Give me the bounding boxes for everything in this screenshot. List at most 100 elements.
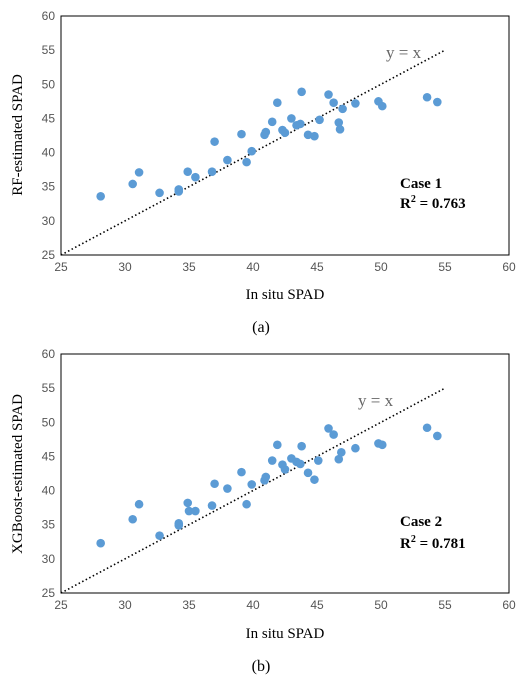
panel-a-data-point [134, 168, 144, 177]
panel-a-data-point [296, 119, 305, 129]
panel-b-y-axis-title: XGBoost-estimated SPAD [10, 394, 26, 554]
panel-a-data-point [310, 131, 319, 141]
panel-a-x-tick-label: 25 [54, 260, 68, 274]
panel-a-data-point [247, 146, 257, 156]
panel-b-x-ticks: 25 30 35 40 45 50 55 60 [54, 598, 516, 612]
panel-a-reference-label: y = x [386, 43, 422, 62]
panel-b-data-point [351, 443, 360, 453]
panel-a-x-tick-label: 50 [374, 260, 388, 274]
panel-a-data-point [210, 137, 219, 146]
panel-a-x-tick-label: 45 [310, 260, 324, 274]
panel-a-data-point [377, 101, 387, 111]
panel-a-data-point [334, 118, 344, 127]
panel-b-data-point [296, 459, 305, 469]
panel-b-r2-label: R2 = 0.781 [400, 534, 466, 552]
panel-a-y-tick-label: 30 [42, 214, 56, 228]
panel-a-x-tick-label: 35 [182, 260, 196, 274]
panel-b-reference-line [60, 387, 446, 594]
panel-b-plot-frame [60, 353, 510, 594]
panel-b-data-point [242, 499, 251, 509]
panel-a-y-tick-label: 55 [42, 43, 56, 57]
panel-b-x-tick-label: 50 [374, 598, 388, 612]
panel-a-y-tick-label: 60 [42, 9, 56, 23]
panel-a-data-point [329, 98, 338, 108]
panel-b-data-point [334, 454, 344, 464]
panel-a-reference-line [60, 49, 446, 256]
panel-b-x-tick-label: 25 [54, 598, 68, 612]
panel-a-data-point [324, 90, 333, 99]
panel-a-y-tick-label: 35 [42, 180, 56, 194]
panel-b-data-point [313, 456, 323, 465]
panel-b-data-point [267, 456, 277, 465]
panel-b-data-point [273, 440, 282, 450]
panel-b-data-point [324, 424, 333, 433]
panel-b-data-point [280, 465, 290, 474]
panel-b-data-point [223, 484, 232, 493]
panel-b-x-tick-label: 30 [118, 598, 132, 612]
panel-b-data-point [210, 479, 219, 489]
panel-a-data-point [267, 117, 277, 127]
panel-a-y-tick-label: 50 [42, 77, 56, 91]
panel-b-data-point [184, 506, 194, 516]
panel-b-r2-sup: 2 [411, 534, 416, 545]
panel-b-r2-prefix: R [400, 536, 411, 552]
panel-a-data-point [422, 92, 432, 102]
panel-b-data-point [422, 423, 432, 433]
panel-a-data-point [297, 87, 306, 97]
panel-b-y-tick-label: 25 [42, 586, 56, 600]
panel-a-data-point [315, 115, 324, 125]
panel-b-y-tick-label: 50 [42, 415, 56, 429]
panel-b-data-point [303, 468, 313, 478]
panel-a-x-axis-title: In situ SPAD [246, 287, 325, 303]
panel-b-y-tick-label: 60 [42, 347, 56, 361]
panel-a-data-point [128, 179, 137, 189]
panel-a-data-point [280, 128, 290, 138]
panel-a-x-tick-label: 30 [118, 260, 132, 274]
panel-b-y-ticks: 25 30 35 40 45 50 55 60 [42, 347, 56, 600]
panel-b-data-point [329, 430, 338, 439]
panel-a-plot-frame [60, 15, 510, 256]
panel-a-data-point [261, 127, 271, 137]
panel-b-data-point [191, 506, 200, 516]
panel-a-y-tick-label: 25 [42, 248, 56, 262]
panel-b-label: (b) [252, 658, 271, 675]
panel-b-r2-value: = 0.781 [416, 536, 466, 552]
panel-b-x-tick-label: 40 [246, 598, 260, 612]
panel-b-y-tick-label: 55 [42, 381, 56, 395]
panel-a-data-point [223, 155, 232, 165]
panel-b-x-tick-label: 55 [438, 598, 452, 612]
panel-a-r2-value: = 0.763 [416, 196, 466, 212]
panel-b-data-point [183, 498, 193, 508]
panel-b-data-point [261, 472, 271, 482]
panel-a-data-point [338, 104, 347, 114]
panel-b-data-point [433, 431, 442, 441]
panel-a-data-point [207, 167, 217, 176]
panel-a-y-tick-label: 40 [42, 146, 56, 160]
panel-b-y-tick-label: 40 [42, 484, 56, 498]
panel-a-y-axis-title: RF-estimated SPAD [10, 74, 26, 196]
panel-a-case-label: Case 1 [400, 176, 442, 192]
panel-a-y-ticks: 25 30 35 40 45 50 55 60 [42, 9, 56, 262]
panel-b-data-point [155, 531, 164, 540]
panel-a-data-point [351, 99, 360, 108]
panel-a-points [96, 87, 442, 201]
panel-a-r2-label: R2 = 0.763 [400, 194, 466, 212]
panel-b-data-point [174, 519, 184, 528]
panel-a-data-point [433, 97, 442, 107]
panel-b-y-tick-label: 45 [42, 449, 56, 463]
panel-b-data-point [134, 499, 144, 509]
panel-b-data-point [310, 475, 319, 484]
panel-b-data-point [128, 514, 137, 524]
panel-b-data-point [96, 538, 105, 548]
panel-b-x-tick-label: 45 [310, 598, 324, 612]
panel-b-x-axis-title: In situ SPAD [246, 626, 325, 642]
panel-a-data-point [183, 167, 193, 176]
panel-a-data-point [287, 114, 296, 123]
panel-b-points [96, 423, 442, 548]
panel-a-data-point [237, 129, 246, 139]
panel-b-y-tick-label: 30 [42, 552, 56, 566]
panel-b-x-tick-label: 60 [502, 598, 516, 612]
